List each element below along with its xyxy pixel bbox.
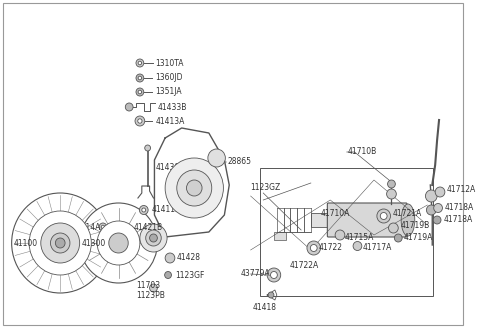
Text: 41717A: 41717A [362,243,392,253]
Circle shape [140,224,167,252]
Text: 41719A: 41719A [404,234,433,242]
Circle shape [426,205,436,215]
Circle shape [165,158,223,218]
Text: 41421B: 41421B [134,223,163,233]
Text: 41715A: 41715A [345,233,374,241]
Circle shape [388,223,398,233]
Circle shape [387,180,396,188]
Text: 41433B: 41433B [157,102,187,112]
Text: 41411B: 41411B [152,206,180,215]
Circle shape [138,76,142,80]
Circle shape [307,241,321,255]
Circle shape [142,208,146,212]
Text: 41722A: 41722A [289,260,319,270]
Circle shape [335,230,345,240]
Circle shape [125,103,133,111]
Circle shape [138,61,142,65]
Circle shape [377,209,391,223]
Circle shape [55,238,65,248]
Text: 41414A: 41414A [72,222,101,232]
Circle shape [271,272,277,278]
Bar [260,168,433,296]
Text: 1360JD: 1360JD [156,73,183,83]
Text: 41719B: 41719B [400,221,430,231]
Circle shape [380,213,387,219]
Circle shape [435,187,445,197]
Circle shape [50,233,70,253]
Circle shape [386,189,396,199]
Text: 41100: 41100 [13,238,38,248]
Circle shape [434,203,443,213]
FancyBboxPatch shape [327,203,407,237]
Text: 41413A: 41413A [156,116,185,126]
Circle shape [177,170,212,206]
Circle shape [29,211,91,275]
Text: 41710A: 41710A [321,209,350,217]
Circle shape [146,230,161,246]
Circle shape [109,233,128,253]
Text: 1123GZ: 1123GZ [251,183,281,193]
Circle shape [425,190,437,202]
Circle shape [353,241,362,251]
Text: 28865: 28865 [228,157,252,167]
Text: 41718A: 41718A [445,202,474,212]
Text: 41712A: 41712A [447,186,476,195]
Circle shape [136,88,144,96]
Circle shape [150,284,157,292]
Circle shape [12,193,109,293]
Circle shape [138,119,142,123]
Text: 43779A: 43779A [241,270,271,278]
Text: 1310TA: 1310TA [156,58,184,68]
Circle shape [138,90,142,94]
Text: 41710B: 41710B [348,148,377,156]
Circle shape [150,234,157,242]
Circle shape [99,223,107,231]
Text: 41428: 41428 [177,254,201,262]
Circle shape [145,145,151,151]
Circle shape [208,149,225,167]
Text: 1123PB: 1123PB [136,291,165,299]
Text: 41721A: 41721A [393,210,421,218]
Text: 41718A: 41718A [444,215,473,224]
Text: 41300: 41300 [82,238,106,248]
Circle shape [97,221,140,265]
Text: 41722: 41722 [319,243,343,253]
Text: 41430A: 41430A [156,163,185,173]
Circle shape [268,292,274,298]
Circle shape [395,234,402,242]
Circle shape [136,59,144,67]
Circle shape [41,223,80,263]
Text: 41418: 41418 [252,303,276,313]
Circle shape [433,216,441,224]
Circle shape [139,206,148,215]
Circle shape [80,203,157,283]
Circle shape [311,244,317,252]
Text: 1123GF: 1123GF [175,271,204,279]
Text: 1351JA: 1351JA [156,88,182,96]
Circle shape [135,116,145,126]
Circle shape [165,253,175,263]
Text: 11703: 11703 [136,281,160,291]
Circle shape [165,272,171,278]
Circle shape [136,74,144,82]
Circle shape [187,180,202,196]
Bar [311,213,328,227]
Bar [274,232,286,240]
Circle shape [267,268,281,282]
Ellipse shape [401,204,415,236]
Circle shape [101,225,105,229]
